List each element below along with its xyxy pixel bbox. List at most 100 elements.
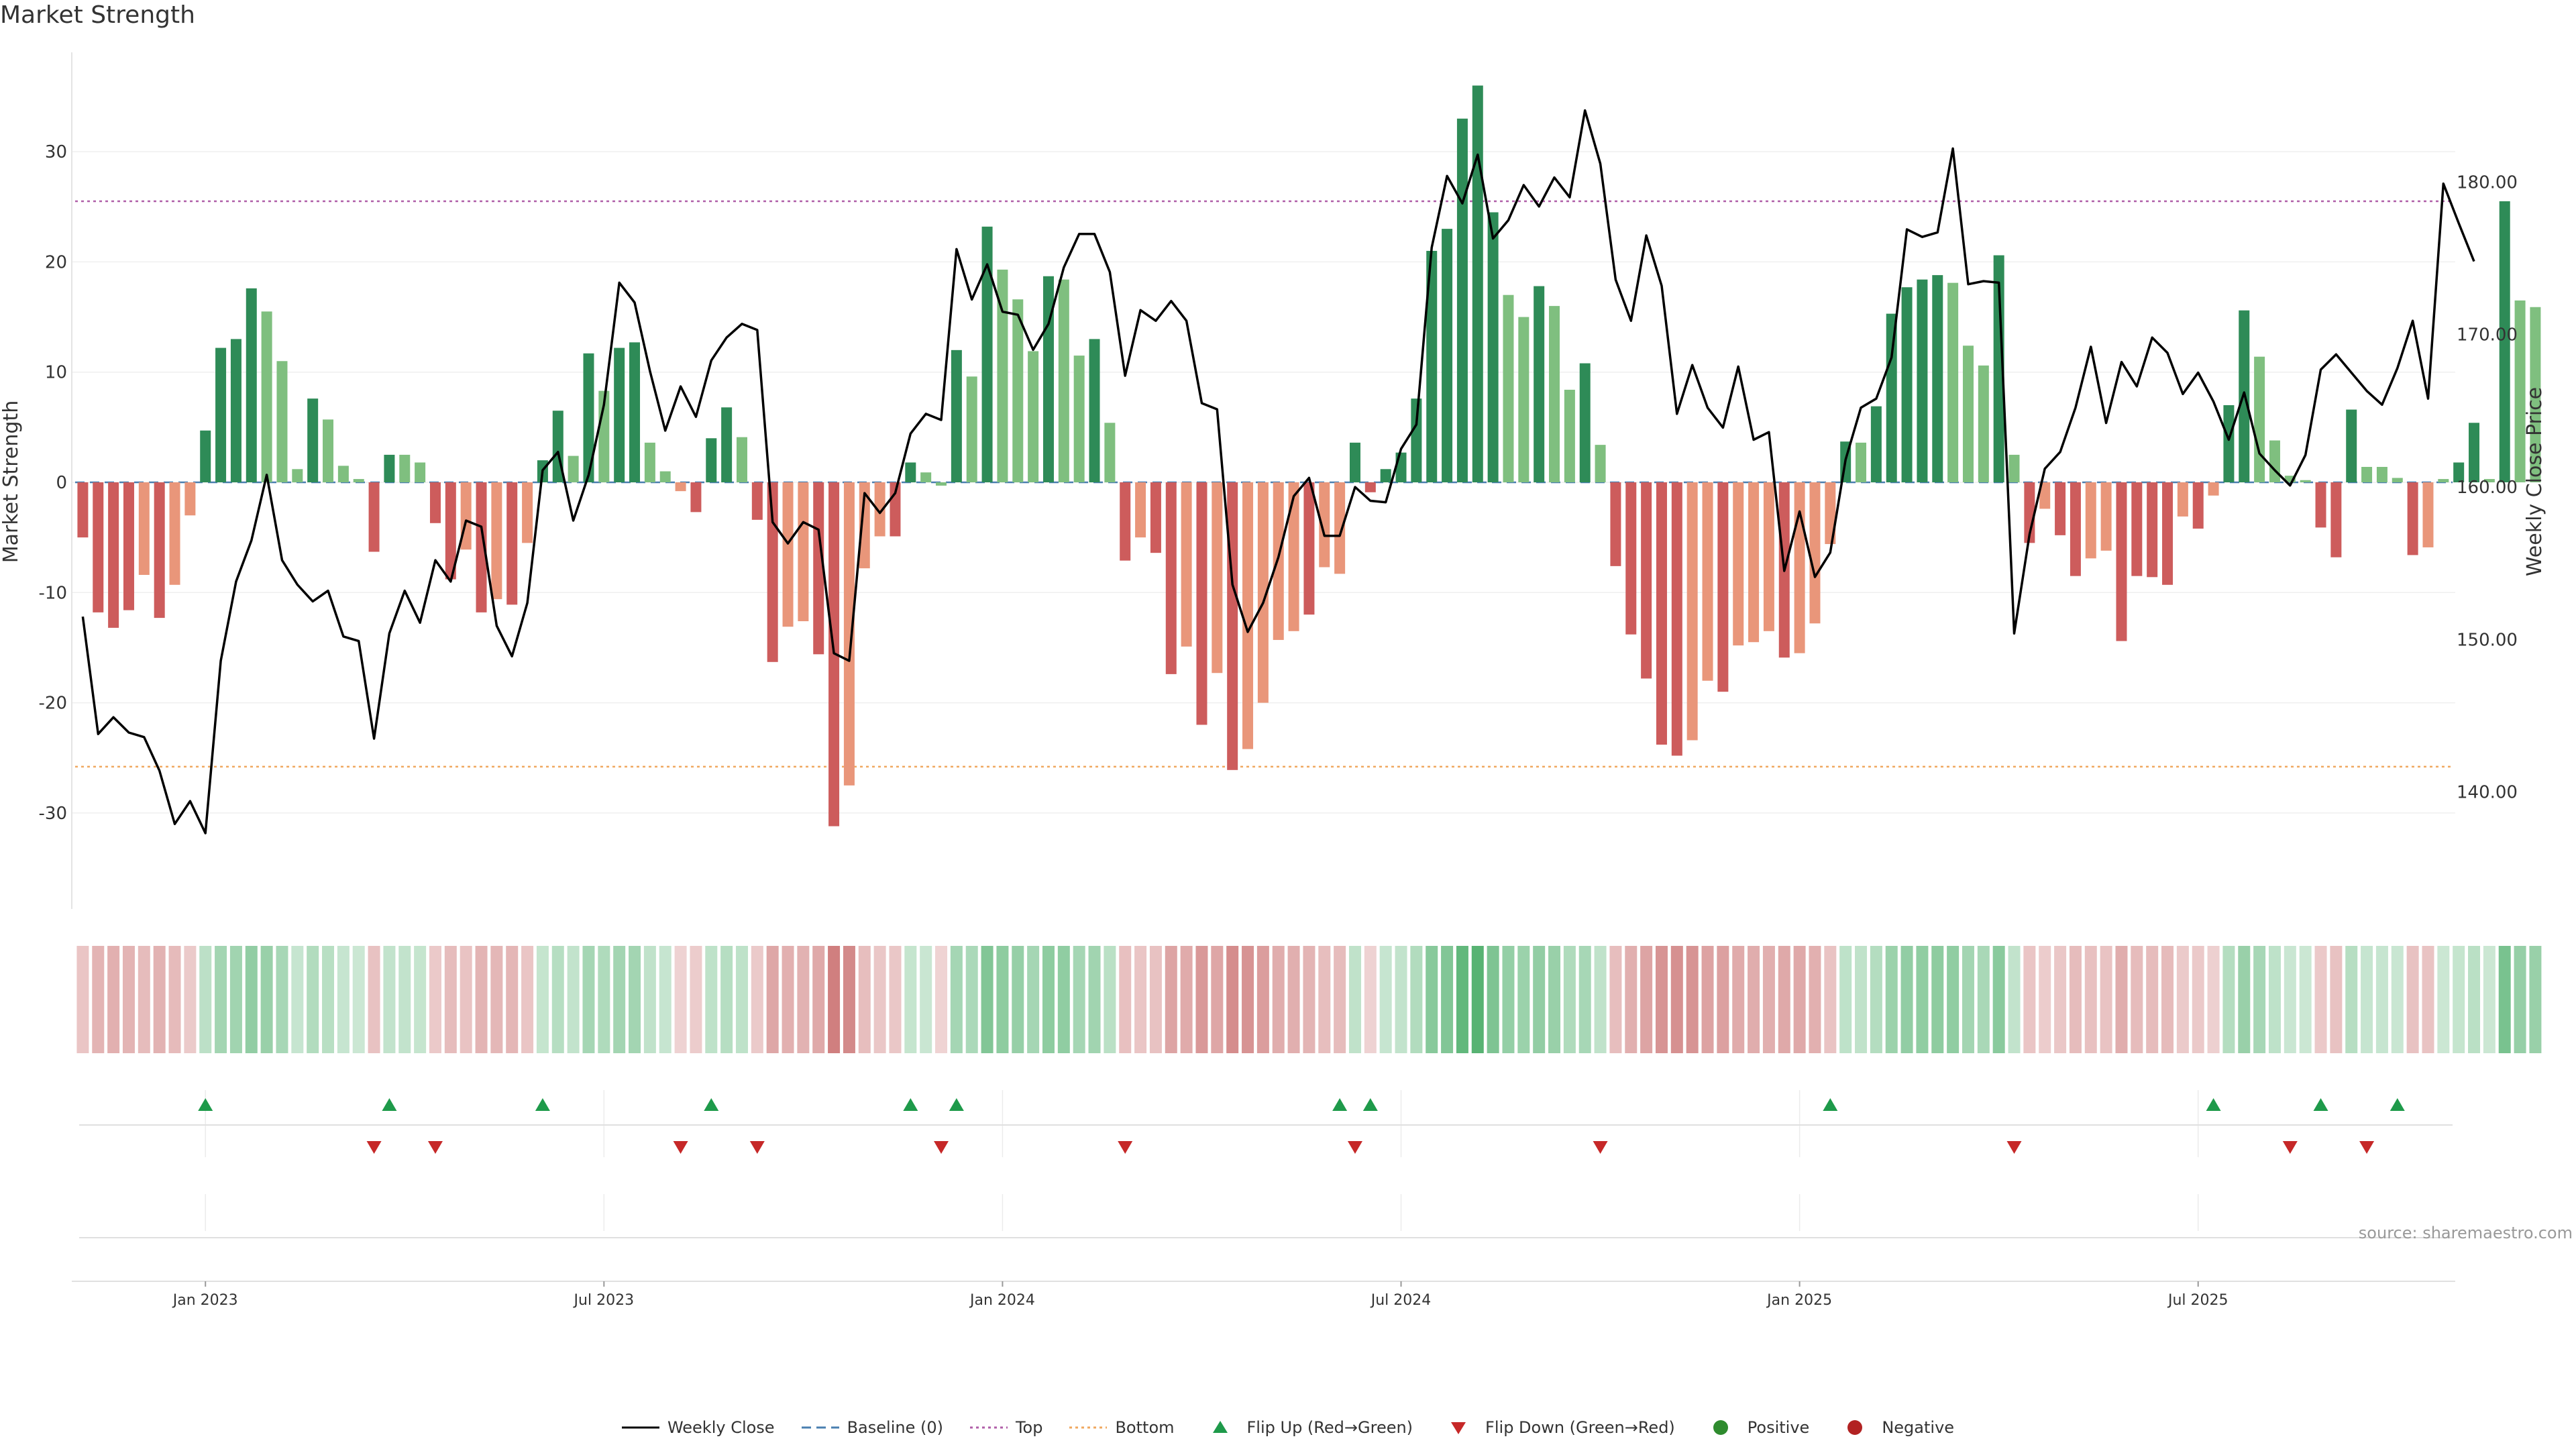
strength-bar bbox=[1564, 389, 1575, 482]
heatmap-cell bbox=[551, 946, 564, 1053]
legend-item-top: Top bbox=[969, 1418, 1042, 1437]
strength-bar bbox=[1104, 423, 1116, 482]
strength-bar bbox=[905, 462, 916, 482]
strength-bar bbox=[1456, 118, 1468, 482]
heatmap-cell bbox=[1916, 946, 1929, 1053]
strength-bar bbox=[1595, 445, 1606, 482]
heatmap-cell bbox=[1348, 946, 1361, 1053]
strength-bar bbox=[1748, 482, 1760, 643]
strength-bar bbox=[2300, 480, 2311, 482]
strength-bar bbox=[353, 479, 364, 482]
strength-bar bbox=[323, 419, 334, 482]
heatmap-cell bbox=[812, 946, 825, 1053]
heatmap-cell bbox=[1900, 946, 1913, 1053]
strength-bar bbox=[1120, 482, 1131, 561]
heatmap-cell bbox=[1471, 946, 1484, 1053]
strength-bar bbox=[1549, 306, 1560, 482]
heatmap-cell bbox=[490, 946, 503, 1053]
x-axis: Jan 2023 Jul 2023 Jan 2024 Jul 2024 Jan 2025… bbox=[172, 1281, 2228, 1309]
heatmap-cell bbox=[1517, 946, 1530, 1053]
flip-down-marker bbox=[2282, 1141, 2298, 1154]
legend-item-flip-down: Flip Down (Green→Red) bbox=[1440, 1418, 1675, 1437]
strength-bar bbox=[1901, 287, 1913, 482]
heatmap-cell bbox=[735, 946, 748, 1053]
strength-bar bbox=[2330, 482, 2342, 557]
x-tick-label: Jul 2024 bbox=[1370, 1292, 1432, 1309]
strength-bar bbox=[1579, 363, 1591, 482]
strength-bar bbox=[1196, 482, 1208, 725]
legend-swatch-flip-up-icon bbox=[1212, 1421, 1228, 1433]
flip-up-marker bbox=[949, 1098, 964, 1111]
y2-axis-title: Weekly Close Price bbox=[2523, 387, 2546, 576]
strength-bar bbox=[659, 471, 671, 482]
strength-bar bbox=[368, 482, 380, 552]
strength-bar bbox=[2039, 482, 2051, 509]
heatmap-cell bbox=[414, 946, 427, 1053]
heatmap-cell bbox=[2361, 946, 2373, 1053]
heatmap-cell bbox=[659, 946, 672, 1053]
strength-bar bbox=[491, 482, 502, 600]
strength-bar bbox=[1411, 398, 1422, 482]
heatmap-cell bbox=[1256, 946, 1269, 1053]
strength-bar bbox=[1181, 482, 1192, 647]
y-tick-label: 30 bbox=[45, 142, 67, 162]
heatmap-cell bbox=[613, 946, 626, 1053]
flip-up-marker bbox=[382, 1098, 397, 1111]
heatmap-cell bbox=[2483, 946, 2496, 1053]
strength-bar bbox=[813, 482, 824, 655]
legend-label: Baseline (0) bbox=[847, 1418, 943, 1437]
y2-tick-label: 140.00 bbox=[2457, 783, 2518, 803]
legend: Weekly Close Baseline (0) Top Bottom Flip Up… bbox=[0, 1418, 2576, 1437]
strength-bar bbox=[1625, 482, 1637, 635]
strength-bar bbox=[568, 455, 579, 482]
heatmap-cell bbox=[2192, 946, 2204, 1053]
legend-swatch-weekly-close-icon bbox=[621, 1426, 659, 1429]
strength-bar bbox=[292, 469, 303, 482]
strength-bar bbox=[1380, 469, 1391, 482]
strength-bar bbox=[1426, 250, 1438, 482]
strength-bar bbox=[2085, 482, 2096, 559]
flip-up-marker bbox=[1823, 1098, 1838, 1111]
heatmap-cell bbox=[1655, 946, 1668, 1053]
strength-bar bbox=[1993, 255, 2004, 482]
heatmap-cell bbox=[2284, 946, 2296, 1053]
heatmap-cell bbox=[1195, 946, 1208, 1053]
legend-item-positive: Positive bbox=[1702, 1418, 1809, 1437]
heatmap-cell bbox=[2268, 946, 2281, 1053]
heatmap-cell bbox=[1379, 946, 1392, 1053]
y2-tick-label: 150.00 bbox=[2457, 630, 2518, 650]
strength-bar bbox=[2453, 462, 2465, 482]
strength-bar bbox=[445, 482, 456, 580]
heatmap-cell bbox=[2146, 946, 2159, 1053]
heatmap-cell bbox=[1119, 946, 1132, 1053]
heatmap-cell bbox=[981, 946, 994, 1053]
strength-bar bbox=[583, 353, 594, 482]
flip-down-marker bbox=[1347, 1141, 1362, 1154]
flip-up-marker bbox=[535, 1098, 550, 1111]
heatmap-cell bbox=[1609, 946, 1622, 1053]
heatmap-cell bbox=[383, 946, 396, 1053]
legend-item-bottom: Bottom bbox=[1069, 1418, 1175, 1437]
flip-down-marker bbox=[2359, 1141, 2375, 1154]
flip-up-marker bbox=[2206, 1098, 2221, 1111]
flip-up-marker bbox=[903, 1098, 918, 1111]
heatmap-cell bbox=[1732, 946, 1745, 1053]
strength-bar bbox=[1273, 482, 1284, 640]
heatmap-cell bbox=[1502, 946, 1515, 1053]
heatmap-cell bbox=[1809, 946, 1821, 1053]
heatmap-cell bbox=[2253, 946, 2266, 1053]
heatmap-cell bbox=[1824, 946, 1837, 1053]
strength-bar bbox=[859, 482, 870, 569]
strength-bar bbox=[1012, 299, 1024, 482]
strength-bar bbox=[307, 398, 319, 482]
strength-bar bbox=[1150, 482, 1161, 553]
heatmap-cell bbox=[1793, 946, 1806, 1053]
legend-label: Flip Up (Red→Green) bbox=[1246, 1418, 1413, 1437]
heatmap-cell bbox=[368, 946, 380, 1053]
heatmap-cell bbox=[1931, 946, 1944, 1053]
strength-bar bbox=[1319, 482, 1330, 568]
heatmap-cell bbox=[107, 946, 120, 1053]
flip-down-marker bbox=[934, 1141, 949, 1154]
y-tick-label: -10 bbox=[39, 583, 67, 603]
